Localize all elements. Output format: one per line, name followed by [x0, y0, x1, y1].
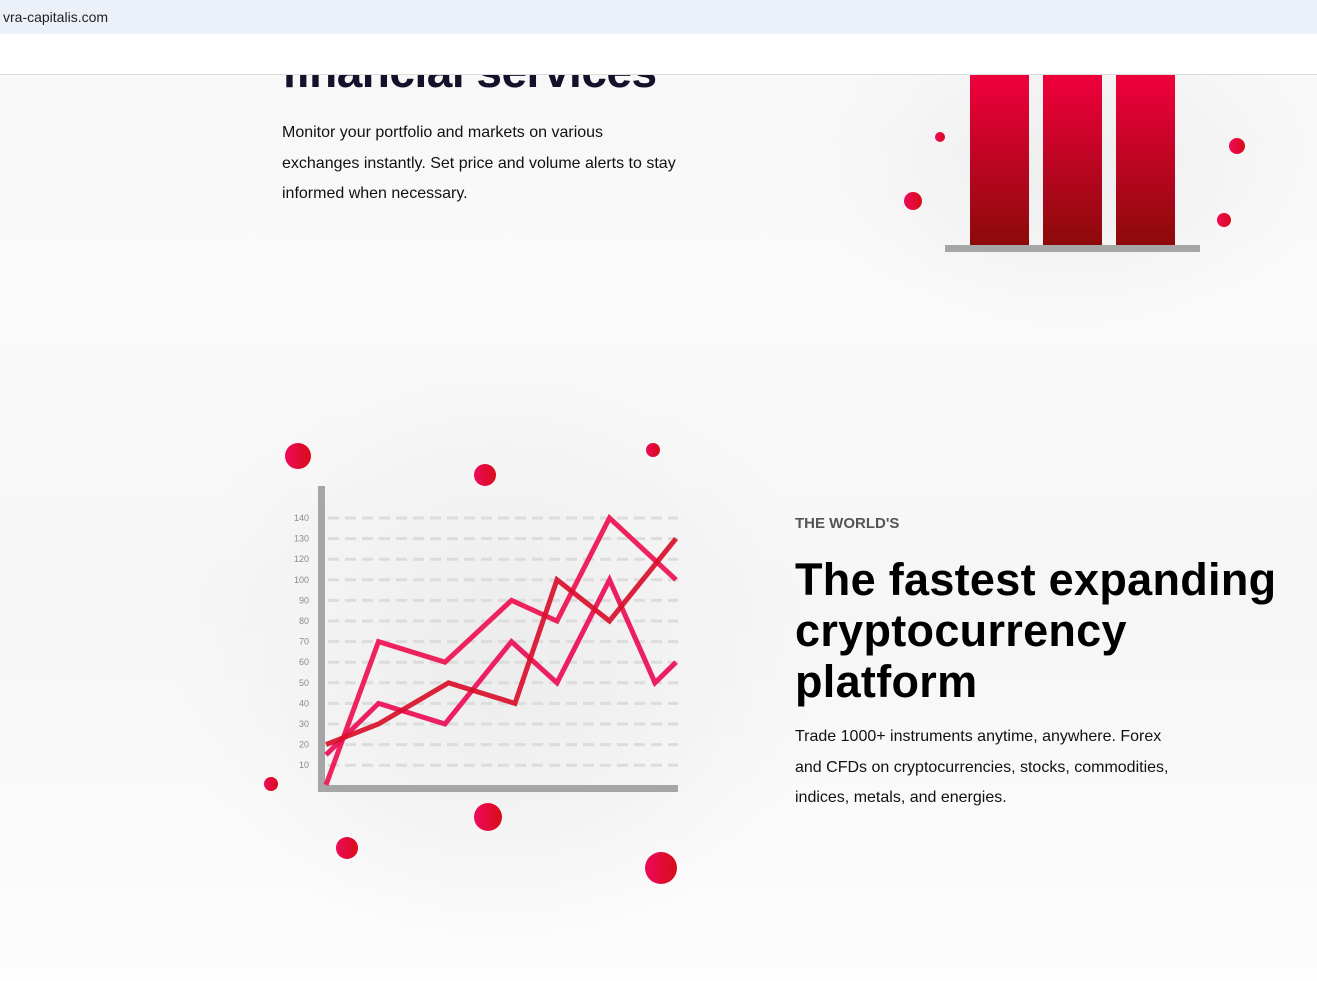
- decor-dot: [935, 132, 945, 142]
- y-tick-label: 60: [299, 657, 309, 667]
- bar-illustration: [904, 75, 1245, 252]
- x-axis: [318, 785, 678, 792]
- y-tick-label: 120: [294, 554, 309, 564]
- decor-dot: [336, 837, 358, 859]
- y-tick-label: 30: [299, 719, 309, 729]
- decor-dot: [264, 777, 278, 791]
- section-description: Trade 1000+ instruments anytime, anywher…: [795, 722, 1168, 814]
- heading-line: platform: [795, 656, 978, 707]
- heading-line: The fastest expanding: [795, 554, 1277, 605]
- y-tick-label: 10: [299, 760, 309, 770]
- site-header: [0, 34, 1317, 75]
- y-tick-label: 50: [299, 678, 309, 688]
- decor-dot: [904, 192, 922, 210]
- y-axis: [318, 486, 325, 792]
- browser-address-bar[interactable]: vra-capitalis.com: [0, 0, 1317, 34]
- decor-dot: [474, 803, 502, 831]
- y-tick-label: 140: [294, 513, 309, 523]
- decor-dot: [1229, 138, 1245, 154]
- y-tick-label: 100: [294, 575, 309, 585]
- decor-dot: [646, 443, 660, 457]
- series-line: [324, 573, 678, 757]
- bar-base: [945, 245, 1200, 252]
- text-line: exchanges instantly. Set price and volum…: [282, 154, 676, 172]
- eyebrow-label: THE WORLD'S: [795, 515, 900, 532]
- series-line: [323, 513, 678, 786]
- text-line: and CFDs on cryptocurrencies, stocks, co…: [795, 758, 1169, 776]
- url-text[interactable]: vra-capitalis.com: [3, 9, 109, 25]
- decor-dot: [285, 443, 311, 469]
- line-chart-illustration: 140 130 120 100 90 80 70 60 50 40 30 20 10: [264, 443, 678, 884]
- text-line: informed when necessary.: [282, 185, 468, 202]
- decor-dot: [645, 852, 677, 884]
- y-tick-label: 40: [299, 698, 309, 708]
- bar: [1043, 75, 1102, 245]
- text-line: Trade 1000+ instruments anytime, anywher…: [795, 728, 1162, 745]
- y-tick-label: 20: [299, 740, 309, 750]
- y-tick-label: 90: [299, 595, 309, 605]
- bar: [1116, 75, 1175, 245]
- heading-line: cryptocurrency: [795, 605, 1127, 656]
- series-line: [325, 537, 678, 747]
- decor-dot: [1217, 213, 1231, 227]
- text-line: indices, metals, and energies.: [795, 789, 1007, 806]
- bar: [970, 75, 1029, 245]
- section-description: Monitor your portfolio and markets on va…: [282, 118, 676, 210]
- y-tick-label: 80: [299, 616, 309, 626]
- text-line: Monitor your portfolio and markets on va…: [282, 124, 604, 141]
- y-tick-label: 70: [299, 637, 309, 647]
- section-heading: The fastest expanding cryptocurrency pla…: [795, 554, 1276, 707]
- decor-dot: [474, 464, 496, 486]
- y-tick-label: 130: [294, 534, 309, 544]
